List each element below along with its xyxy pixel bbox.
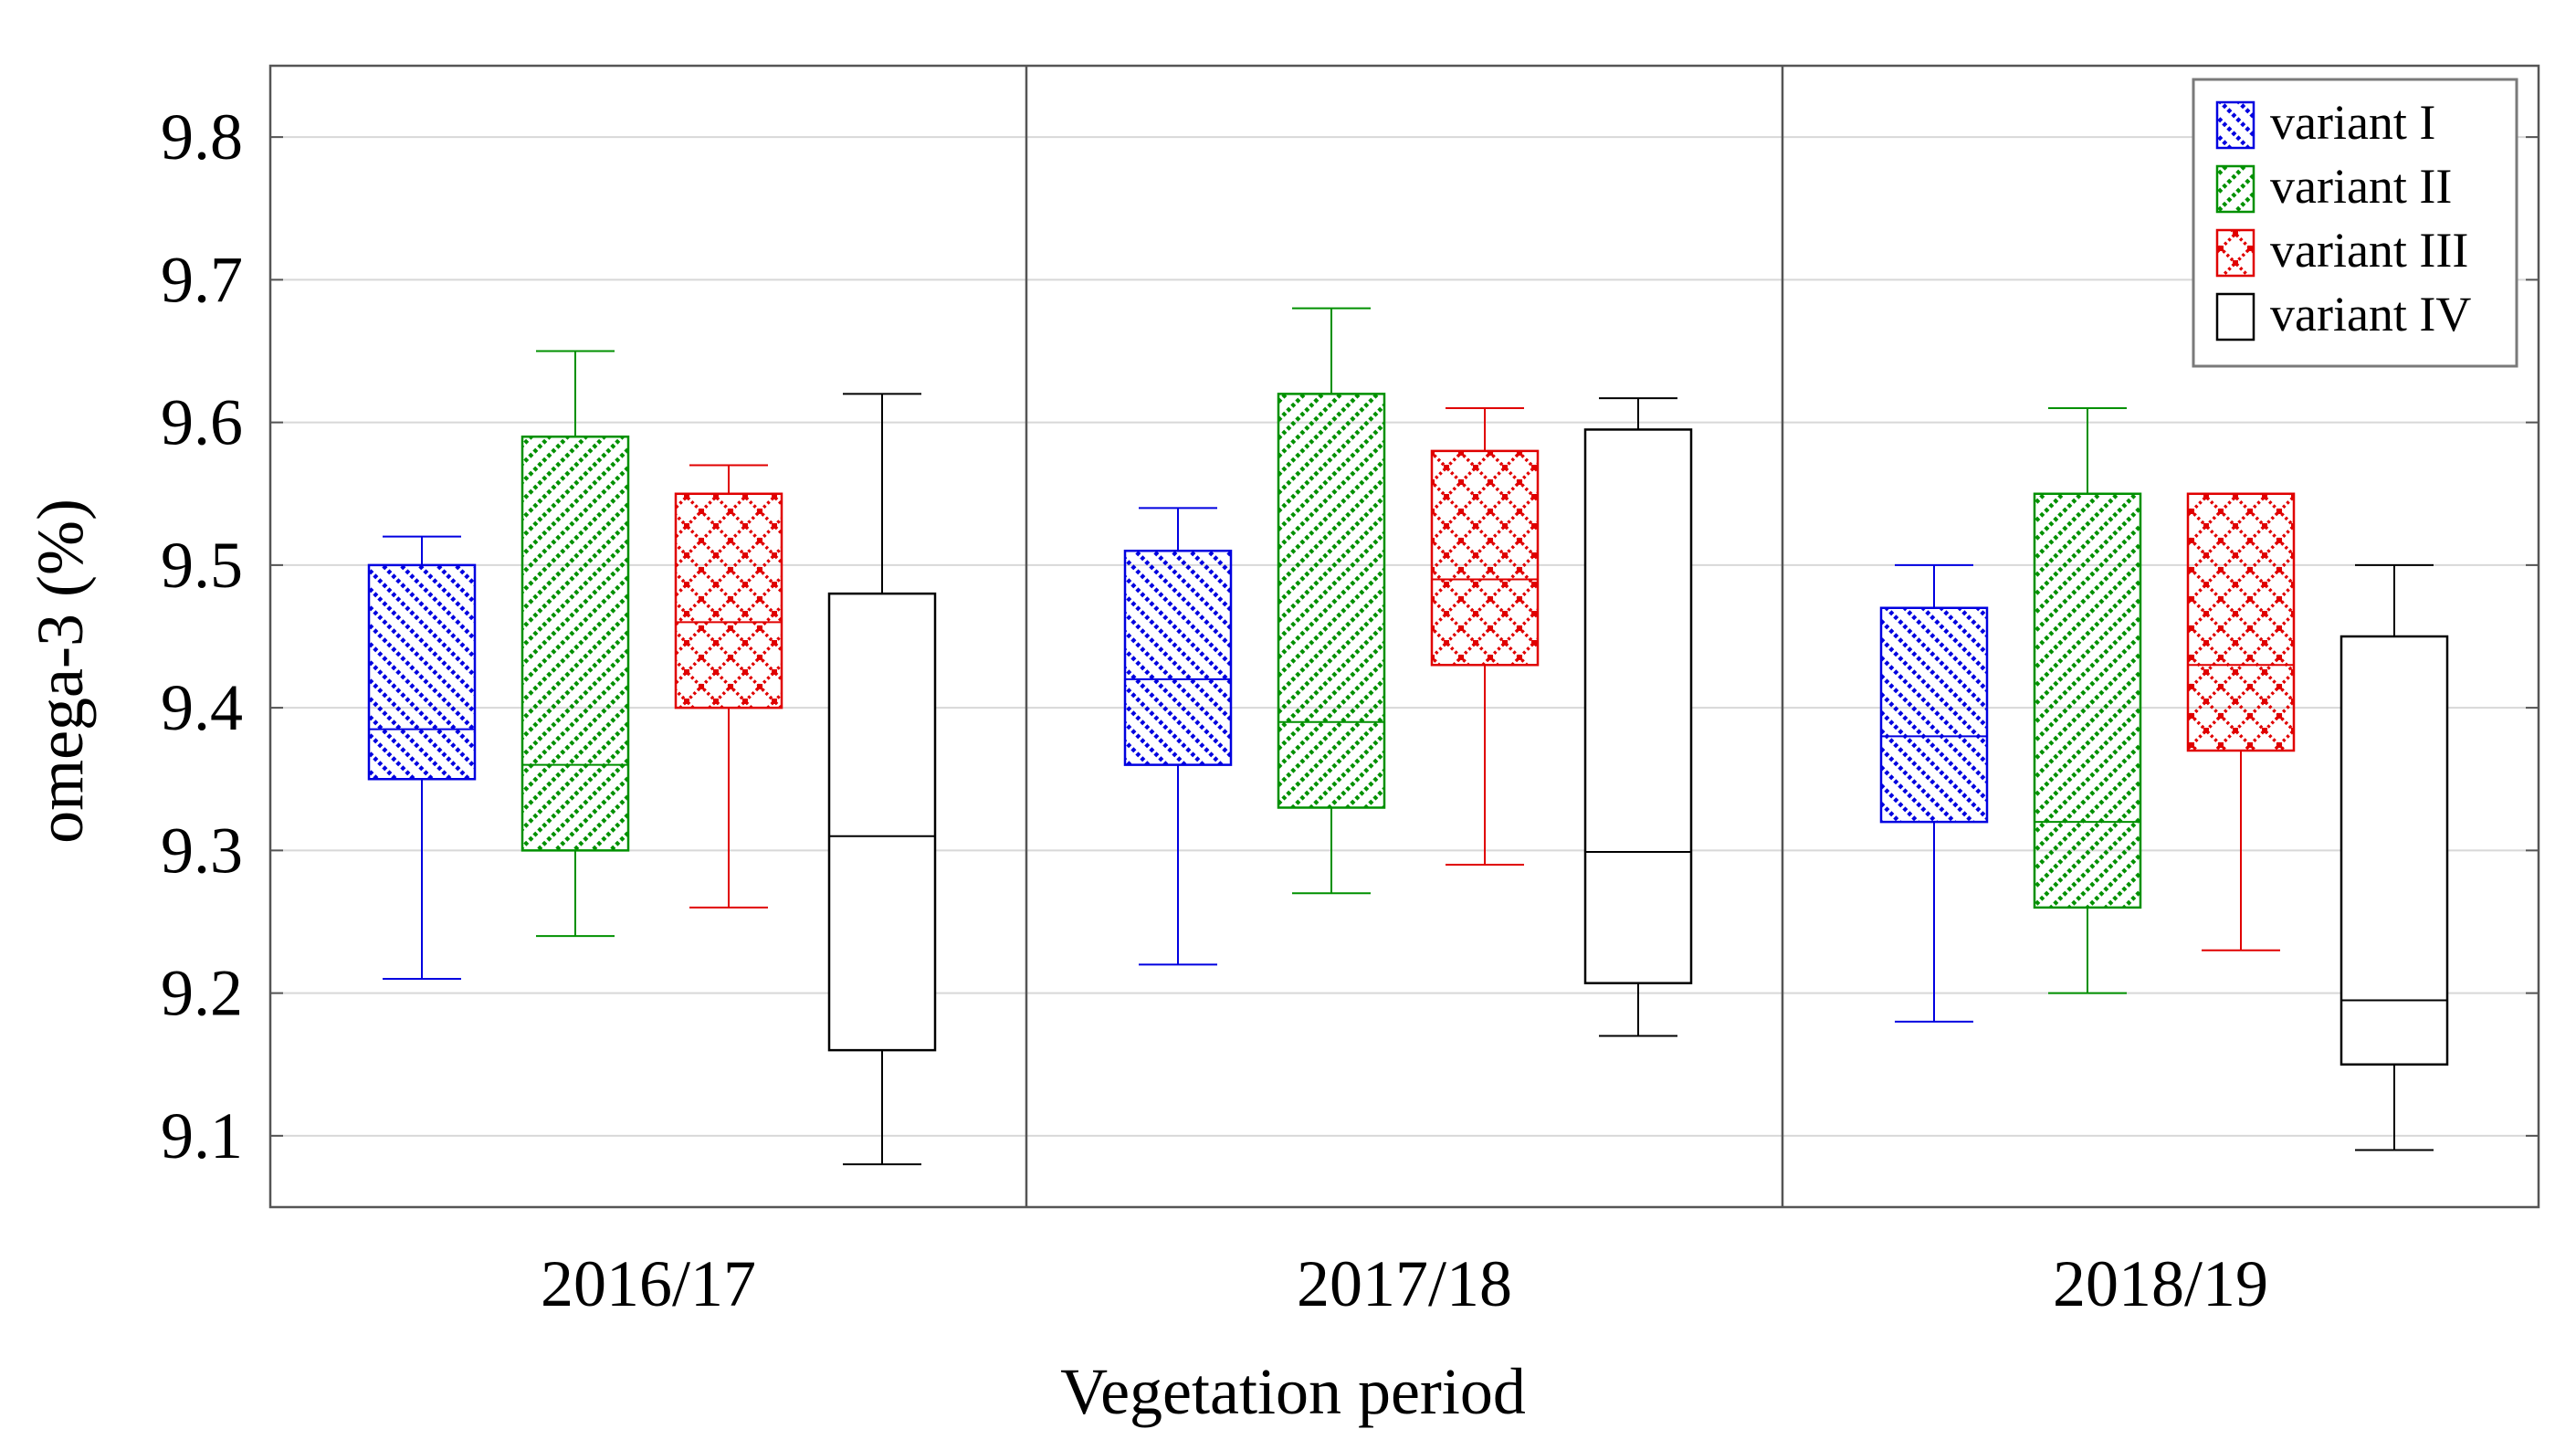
boxplot-2-1 [520,350,630,938]
y-axis-title: omega-3 (%) [24,499,97,844]
box-body [2186,492,2296,752]
box-body [2339,635,2449,1066]
legend-label: variant II [2270,159,2452,214]
frame-layer [268,64,2540,1209]
legend-swatch [2215,164,2255,214]
boxplot-3-1 [674,464,783,909]
y-tick-label: 9.1 [161,1099,243,1172]
y-tick-label: 9.3 [161,814,243,887]
legend-label: variant III [2270,223,2468,278]
legend-item: variant IV [2215,287,2471,341]
y-tick-label: 9.7 [161,243,243,316]
legend: variant I variant II variant III variant IV [2192,78,2518,368]
box-body [367,563,477,781]
legend-label: variant IV [2270,287,2471,341]
boxplot-1-2 [1123,507,1233,966]
boxplot-2-2 [1277,307,1386,895]
legend-swatch [2215,228,2255,278]
y-tick-label: 9.2 [161,957,243,1030]
box-body [1583,428,1693,984]
boxplot-1-3 [1879,563,1989,1023]
boxplot-4-1 [827,393,937,1166]
box-body [520,436,630,852]
legend-swatch [2215,100,2255,150]
boxplot-4-2 [1583,397,1693,1037]
legend-label: variant I [2270,95,2435,150]
grid-layer [270,136,2539,1137]
boxplot-3-3 [2186,492,2296,951]
x-category-label: 2016/17 [541,1247,756,1320]
plot-frame [268,64,2540,1209]
box-body [2033,492,2142,909]
y-tick-label: 9.8 [161,100,243,173]
legend-swatch [2215,292,2255,341]
y-tick-label: 9.4 [161,671,243,744]
y-tick-label: 9.6 [161,386,243,459]
boxplot-1-1 [367,535,477,980]
box-body [1123,550,1233,766]
x-category-label: 2017/18 [1297,1247,1512,1320]
boxplot-4-3 [2339,563,2449,1151]
box-body [1879,606,1989,824]
box-body [827,592,937,1052]
x-category-label: 2018/19 [2053,1247,2268,1320]
legend-item: variant I [2215,95,2435,150]
box-body [1430,449,1540,667]
x-category-labels: 2016/17 2017/18 2018/19 [541,1247,2268,1320]
boxplot-3-2 [1430,407,1540,866]
boxplot-2-3 [2033,407,2142,994]
legend-item: variant III [2215,223,2468,278]
x-axis-title: Vegetation period [1060,1355,1526,1428]
box-layer [367,307,2449,1166]
y-tick-labels: 9.1 9.2 9.3 9.4 9.5 9.6 9.7 9.8 [161,100,243,1172]
box-body [674,492,783,709]
y-tick-label: 9.5 [161,529,243,602]
legend-item: variant II [2215,159,2452,214]
box-body [1277,393,1386,809]
